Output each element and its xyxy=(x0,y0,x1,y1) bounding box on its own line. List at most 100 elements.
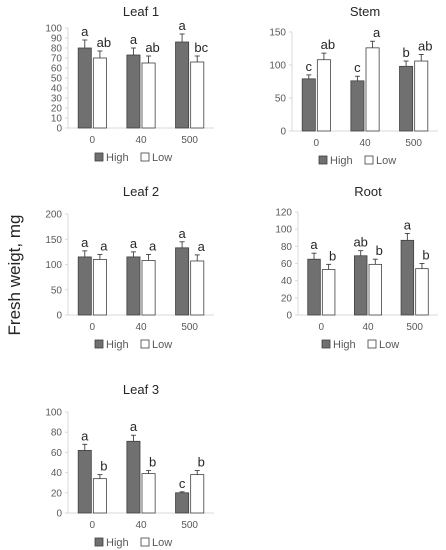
legend-swatch xyxy=(140,152,150,162)
y-tick-label: 0 xyxy=(286,311,292,322)
x-tick-label: 500 xyxy=(405,138,422,149)
significance-letter: a xyxy=(404,217,412,232)
legend-label: High xyxy=(333,339,356,351)
x-tick-label: 40 xyxy=(362,322,374,333)
x-tick-label: 500 xyxy=(406,322,423,333)
x-tick-label: 0 xyxy=(90,520,96,531)
legend-label: Low xyxy=(152,152,172,164)
bar xyxy=(414,60,429,132)
significance-letter: ab xyxy=(353,235,367,250)
x-tick-label: 500 xyxy=(181,135,198,146)
bar xyxy=(126,256,141,316)
legend-swatch xyxy=(321,339,331,349)
y-tick-label: 150 xyxy=(269,28,286,39)
x-tick-label: 40 xyxy=(135,135,147,146)
chart-panels: Leaf 101020304050607080901000aab40aab500… xyxy=(45,4,438,549)
significance-letter: ab xyxy=(97,35,111,50)
significance-letter: b xyxy=(376,243,383,258)
y-tick-label: 40 xyxy=(51,84,63,95)
significance-letter: a xyxy=(81,428,89,443)
chart-panel: Leaf 101020304050607080901000aab40aab500… xyxy=(45,4,214,164)
significance-letter: ab xyxy=(418,38,432,53)
y-tick-label: 20 xyxy=(51,104,63,115)
bar xyxy=(126,54,141,129)
bar xyxy=(175,492,190,514)
significance-letter: a xyxy=(373,25,381,40)
y-tick-label: 60 xyxy=(51,64,63,75)
legend: High Low xyxy=(94,339,172,351)
chart-title: Stem xyxy=(350,4,380,19)
significance-letter: c xyxy=(179,476,186,491)
significance-letter: b xyxy=(402,45,409,60)
y-tick-label: 0 xyxy=(56,509,62,520)
bar xyxy=(141,62,156,129)
significance-letter: ab xyxy=(321,37,335,52)
y-tick-label: 0 xyxy=(280,127,286,138)
bar xyxy=(92,259,107,316)
chart-title: Root xyxy=(354,184,382,199)
bar xyxy=(400,239,415,316)
y-tick-label: 80 xyxy=(51,428,63,439)
legend-swatch xyxy=(94,537,104,547)
x-tick-label: 40 xyxy=(135,322,147,333)
bar xyxy=(77,449,92,514)
x-tick-label: 500 xyxy=(181,322,198,333)
significance-letter: a xyxy=(198,239,206,254)
legend: High Low xyxy=(318,155,396,167)
legend-label: Low xyxy=(152,537,172,549)
bar xyxy=(190,474,205,514)
bar xyxy=(316,59,331,132)
x-tick-label: 0 xyxy=(319,322,325,333)
bar xyxy=(368,263,383,316)
bar xyxy=(301,78,316,132)
bar xyxy=(77,47,92,129)
significance-letter: a xyxy=(130,419,138,434)
legend: High Low xyxy=(321,339,399,351)
significance-letter: c xyxy=(354,60,361,75)
significance-letter: a xyxy=(100,238,108,253)
legend-label: Low xyxy=(376,155,396,167)
significance-letter: b xyxy=(149,455,156,470)
significance-letter: b xyxy=(198,455,205,470)
x-tick-label: 0 xyxy=(90,322,96,333)
significance-letter: bc xyxy=(194,40,208,55)
legend-label: High xyxy=(106,339,129,351)
y-tick-label: 0 xyxy=(56,124,62,135)
x-tick-label: 40 xyxy=(359,138,371,149)
x-tick-label: 40 xyxy=(135,520,147,531)
legend-swatch xyxy=(94,339,104,349)
chart-title: Leaf 1 xyxy=(123,4,159,19)
y-tick-label: 10 xyxy=(51,114,63,125)
y-tick-label: 50 xyxy=(275,94,287,105)
legend-swatch xyxy=(94,152,104,162)
chart-title: Leaf 2 xyxy=(123,184,159,199)
y-tick-label: 20 xyxy=(281,293,293,304)
significance-letter: c xyxy=(306,59,313,74)
y-tick-label: 100 xyxy=(45,24,62,35)
significance-letter: a xyxy=(149,238,157,253)
bar xyxy=(415,268,429,316)
y-axis-label: Fresh weigt, mg xyxy=(5,215,24,336)
y-tick-label: 100 xyxy=(275,225,292,236)
bar xyxy=(190,260,205,316)
bar xyxy=(353,255,368,316)
bar xyxy=(77,256,92,316)
legend-label: Low xyxy=(379,339,399,351)
bar xyxy=(92,57,107,129)
bar xyxy=(92,478,107,514)
legend-swatch xyxy=(367,339,377,349)
legend-swatch xyxy=(140,339,150,349)
bar xyxy=(175,41,190,129)
y-tick-label: 100 xyxy=(269,61,286,72)
significance-letter: a xyxy=(310,237,318,252)
legend-label: High xyxy=(330,155,353,167)
bar xyxy=(307,258,321,316)
y-tick-label: 200 xyxy=(45,210,62,221)
significance-letter: b xyxy=(329,248,336,263)
significance-letter: ab xyxy=(145,40,159,55)
